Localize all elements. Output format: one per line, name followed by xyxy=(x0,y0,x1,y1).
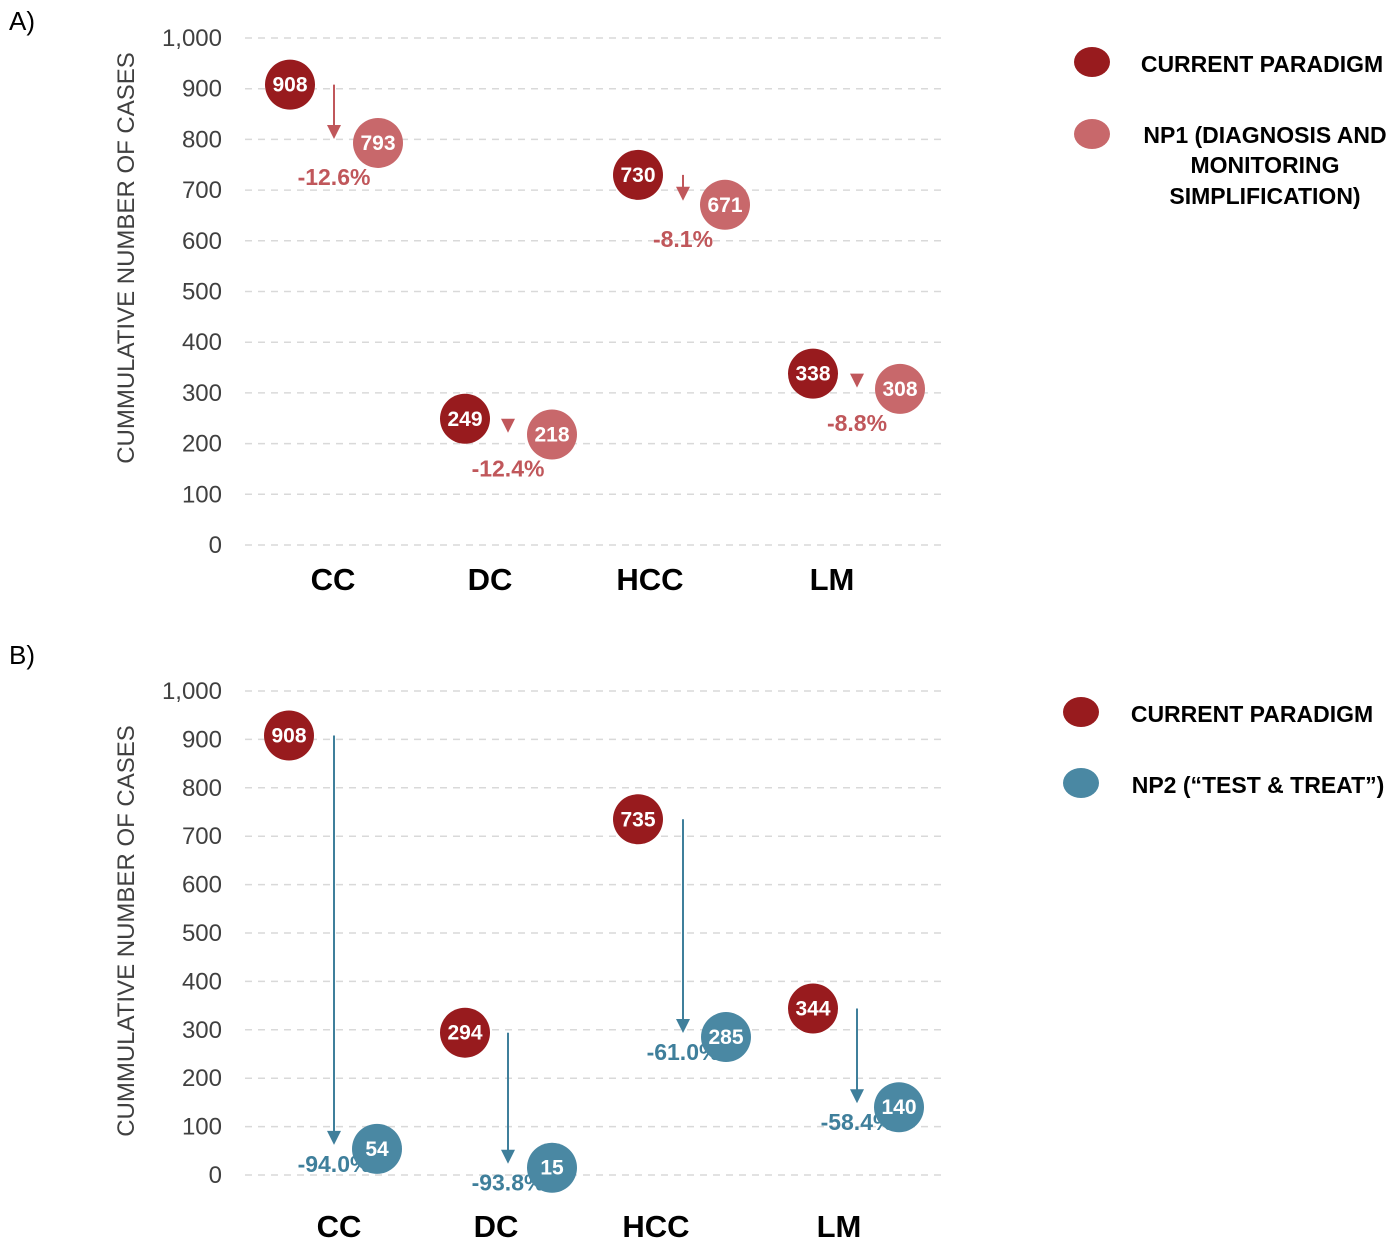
new-paradigm-value: 285 xyxy=(708,1026,743,1049)
legend-label: NP2 (“TEST & TREAT”) xyxy=(1132,772,1385,798)
current-paradigm-value: 338 xyxy=(795,363,830,386)
panel-label: A) xyxy=(9,6,35,36)
category-label: HCC xyxy=(622,1209,689,1244)
y-tick-label: 500 xyxy=(182,920,222,947)
new-paradigm-value: 793 xyxy=(360,132,395,155)
new-paradigm-point xyxy=(874,1082,924,1133)
category-label: LM xyxy=(817,1209,862,1244)
percent-change-label: -8.8% xyxy=(827,410,887,436)
y-tick-label: 1,000 xyxy=(162,25,222,52)
panel-a: A) 0 100 200 300 400 500 600 700 800 900 1,000 CUMMU… xyxy=(9,6,1387,597)
new-paradigm-value: 54 xyxy=(365,1138,389,1161)
change-arrow-head xyxy=(501,1149,515,1164)
change-arrow-head xyxy=(850,373,864,388)
current-paradigm-point xyxy=(440,1007,490,1058)
y-tick-label: 400 xyxy=(182,329,222,356)
y-tick-label: 700 xyxy=(182,177,222,204)
current-paradigm-value: 344 xyxy=(795,998,830,1021)
legend-marker xyxy=(1074,119,1110,149)
panel-b: B) 0 100 200 300 400 500 600 700 800 900 1,000 CUMMU… xyxy=(9,640,1384,1244)
current-paradigm-value: 294 xyxy=(447,1022,482,1045)
y-tick-label: 0 xyxy=(209,1162,222,1189)
current-paradigm-point xyxy=(613,794,663,845)
new-paradigm-value: 671 xyxy=(707,194,742,217)
y-tick-label: 0 xyxy=(209,532,222,559)
new-paradigm-point xyxy=(353,117,403,168)
current-paradigm-point xyxy=(788,983,838,1034)
change-arrow-head xyxy=(676,186,690,201)
current-paradigm-value: 249 xyxy=(447,408,482,431)
change-arrow-head xyxy=(327,124,341,139)
category-label: DC xyxy=(468,562,513,597)
y-tick-label: 900 xyxy=(182,726,222,753)
new-paradigm-value: 218 xyxy=(534,423,569,446)
new-paradigm-value: 140 xyxy=(881,1096,916,1119)
category-label: CC xyxy=(311,562,356,597)
current-paradigm-point xyxy=(440,393,490,444)
y-axis-label: CUMMULATIVE NUMBER OF CASES xyxy=(113,725,140,1137)
legend-label: MONITORING xyxy=(1190,152,1339,178)
current-paradigm-point xyxy=(788,348,838,399)
y-tick-label: 200 xyxy=(182,1065,222,1092)
change-arrow-head xyxy=(850,1089,864,1104)
y-tick-label: 500 xyxy=(182,279,222,306)
y-tick-label: 100 xyxy=(182,481,222,508)
current-paradigm-value: 735 xyxy=(620,808,655,831)
y-axis-label: CUMMULATIVE NUMBER OF CASES xyxy=(113,52,140,464)
category-label: CC xyxy=(317,1209,362,1244)
category-label: DC xyxy=(474,1209,519,1244)
current-paradigm-point xyxy=(264,710,314,761)
y-tick-label: 200 xyxy=(182,431,222,458)
legend-marker xyxy=(1063,768,1099,798)
new-paradigm-point xyxy=(527,1142,577,1193)
new-paradigm-point xyxy=(701,1012,751,1063)
percent-change-label: -8.1% xyxy=(653,226,713,252)
y-tick-label: 300 xyxy=(182,1017,222,1044)
y-tick-label: 100 xyxy=(182,1114,222,1141)
y-tick-label: 400 xyxy=(182,968,222,995)
current-paradigm-value: 908 xyxy=(272,74,307,97)
change-arrow-head xyxy=(676,1019,690,1034)
new-paradigm-point xyxy=(352,1123,402,1174)
new-paradigm-point xyxy=(875,363,925,414)
y-tick-label: 600 xyxy=(182,872,222,899)
y-tick-label: 600 xyxy=(182,228,222,255)
y-tick-label: 900 xyxy=(182,76,222,103)
legend-label: CURRENT PARADIGM xyxy=(1141,51,1383,77)
change-arrow-head xyxy=(327,1130,341,1145)
legend-label: SIMPLIFICATION) xyxy=(1169,183,1360,209)
current-paradigm-value: 730 xyxy=(620,164,655,187)
legend-marker xyxy=(1074,47,1110,77)
y-tick-label: 300 xyxy=(182,380,222,407)
category-label: LM xyxy=(810,562,855,597)
panel-label: B) xyxy=(9,640,35,670)
y-tick-label: 1,000 xyxy=(162,678,222,705)
current-paradigm-point xyxy=(613,149,663,200)
y-tick-label: 800 xyxy=(182,126,222,153)
legend-label: CURRENT PARADIGM xyxy=(1131,701,1373,727)
percent-change-label: -12.6% xyxy=(298,164,371,190)
new-paradigm-value: 15 xyxy=(540,1157,564,1180)
current-paradigm-value: 908 xyxy=(271,725,306,748)
legend-marker xyxy=(1063,697,1099,727)
new-paradigm-point xyxy=(700,179,750,230)
percent-change-label: -12.4% xyxy=(472,455,545,481)
y-tick-label: 800 xyxy=(182,775,222,802)
category-label: HCC xyxy=(616,562,683,597)
new-paradigm-point xyxy=(527,409,577,460)
change-arrow-head xyxy=(501,418,515,433)
y-tick-label: 700 xyxy=(182,823,222,850)
new-paradigm-value: 308 xyxy=(882,378,917,401)
legend-label: NP1 (DIAGNOSIS AND xyxy=(1143,122,1386,148)
current-paradigm-point xyxy=(265,59,315,110)
